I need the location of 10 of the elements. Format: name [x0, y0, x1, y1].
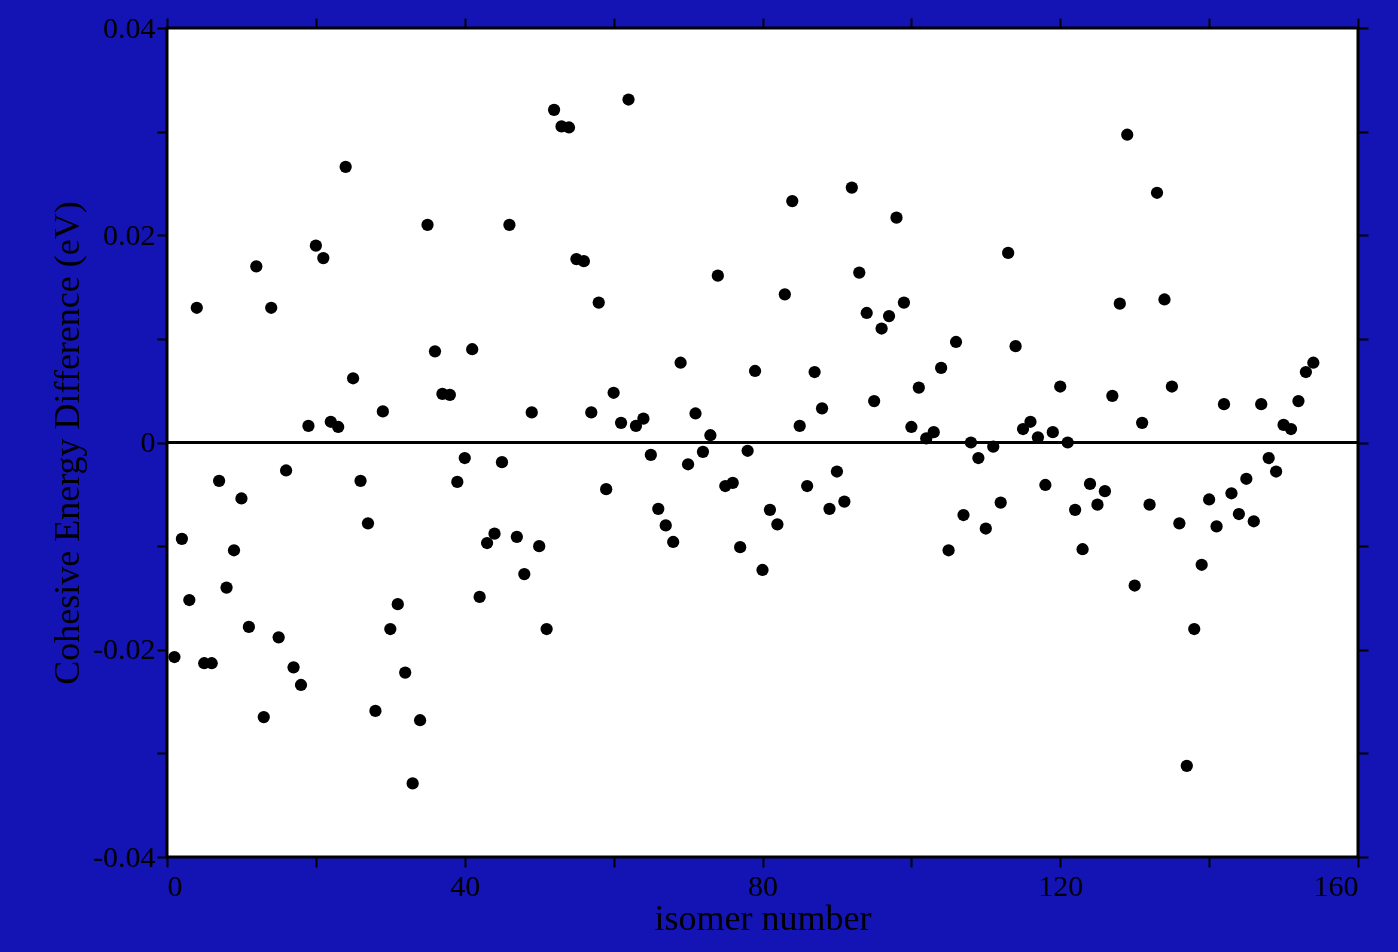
x-tick-label: 160	[1313, 868, 1359, 902]
y-tick-label: -0.04	[93, 839, 156, 873]
x-tick-label: 0	[167, 868, 183, 902]
y-tick-label: 0	[140, 425, 156, 458]
y-axis-title: Cohesive Energy Difference (eV)	[47, 201, 88, 685]
y-tick-label: -0.02	[93, 632, 156, 666]
x-tick-label: 40	[450, 868, 481, 902]
y-tick-label: 0.04	[103, 10, 156, 44]
x-tick-label: 120	[1038, 868, 1084, 902]
y-tick-label: 0.02	[103, 217, 156, 251]
